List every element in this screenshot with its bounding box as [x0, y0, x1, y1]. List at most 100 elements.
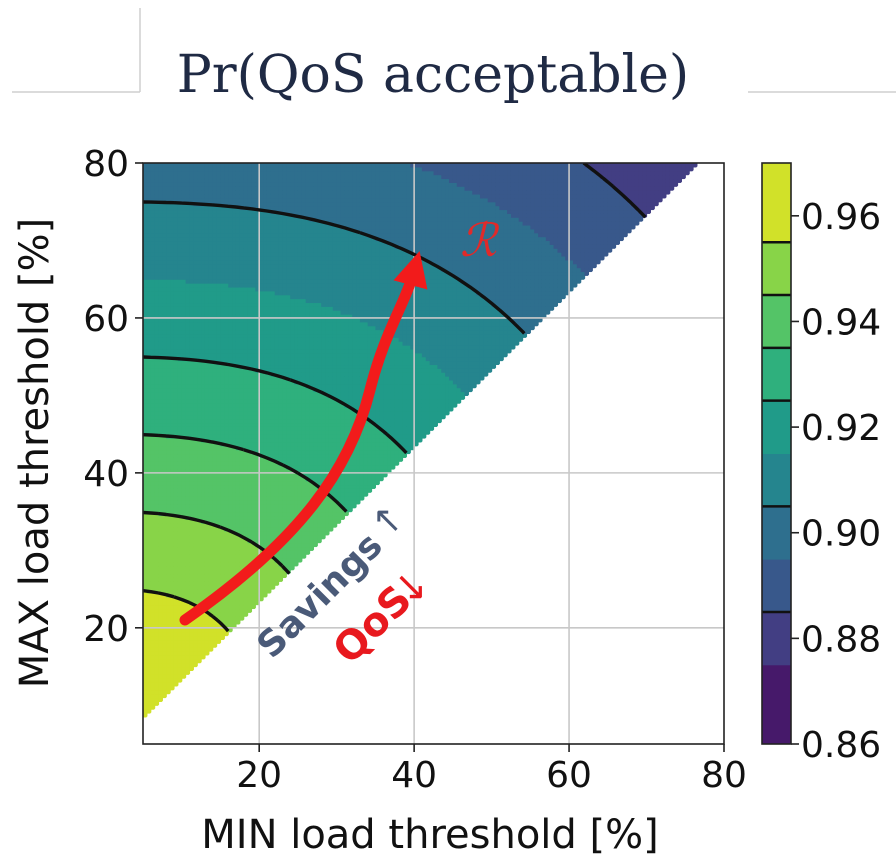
- contour-cell: [173, 651, 179, 656]
- contour-cell: [286, 461, 291, 466]
- contour-cell: [197, 174, 202, 180]
- contour-cell: [212, 511, 218, 517]
- contour-cell: [162, 414, 167, 420]
- contour-cell: [278, 217, 284, 222]
- contour-cell: [220, 209, 225, 214]
- contour-cell: [166, 678, 171, 683]
- contour-cell: [263, 197, 268, 203]
- contour-cell: [235, 395, 241, 400]
- contour-cell: [177, 275, 183, 280]
- contour-cell: [294, 407, 299, 412]
- contour-cell: [274, 395, 280, 400]
- contour-cell: [166, 503, 171, 509]
- contour-cell: [286, 453, 291, 458]
- contour-cell: [173, 441, 179, 447]
- contour-cell: [201, 527, 206, 532]
- contour-cell: [146, 554, 152, 559]
- contour-cell: [146, 592, 152, 598]
- contour-cell: [158, 306, 163, 311]
- contour-cell: [220, 368, 225, 373]
- contour-cell: [189, 662, 194, 668]
- contour-cell: [193, 329, 198, 335]
- contour-cell: [208, 414, 214, 420]
- contour-cell: [166, 410, 171, 416]
- contour-cell: [162, 248, 167, 253]
- contour-cell: [158, 236, 163, 242]
- contour-cell: [290, 205, 295, 211]
- contour-cell: [220, 604, 225, 610]
- contour-cell: [274, 565, 280, 571]
- contour-cell: [243, 499, 249, 505]
- contour-cell: [208, 399, 214, 404]
- contour-cell: [201, 616, 206, 621]
- contour-cell: [189, 434, 194, 439]
- contour-cell: [204, 577, 210, 582]
- contour-cell: [173, 298, 179, 304]
- contour-cell: [193, 600, 198, 606]
- contour-cell: [177, 391, 183, 396]
- contour-cell: [146, 561, 152, 567]
- contour-cell: [170, 193, 175, 199]
- contour-cell: [181, 360, 187, 366]
- contour-cell: [255, 410, 260, 416]
- contour-cell: [158, 631, 163, 637]
- contour-cell: [232, 414, 237, 420]
- contour-cell: [177, 182, 183, 187]
- contour-cell: [204, 581, 210, 586]
- contour-cell: [251, 472, 256, 478]
- contour-cell: [286, 519, 291, 524]
- contour-cell: [294, 422, 299, 427]
- contour-cell: [204, 565, 210, 571]
- contour-cell: [235, 499, 241, 505]
- contour-cell: [243, 496, 249, 501]
- contour-cell: [216, 205, 222, 211]
- contour-cell: [224, 391, 229, 396]
- contour-cell: [197, 499, 202, 505]
- contour-cell: [201, 387, 206, 393]
- contour-cell: [266, 441, 272, 447]
- contour-cell: [189, 658, 194, 664]
- contour-cell: [259, 364, 264, 369]
- contour-cell: [282, 267, 287, 273]
- contour-cell: [220, 302, 225, 307]
- contour-cell: [255, 364, 260, 369]
- contour-cell: [266, 228, 272, 234]
- contour-cell: [255, 581, 260, 586]
- contour-cell: [204, 472, 210, 478]
- contour-cell: [212, 345, 218, 350]
- contour-cell: [193, 488, 198, 493]
- contour-cell: [216, 376, 222, 381]
- contour-cell: [185, 240, 191, 245]
- contour-cell: [278, 186, 284, 191]
- contour-cell: [282, 182, 287, 187]
- contour-cell: [208, 174, 214, 180]
- contour-cell: [189, 213, 194, 218]
- contour-cell: [243, 174, 249, 180]
- contour-cell: [228, 550, 233, 555]
- contour-cell: [173, 379, 179, 385]
- contour-cell: [216, 193, 222, 199]
- contour-cell: [170, 387, 175, 393]
- contour-cell: [146, 558, 152, 563]
- contour-cell: [228, 627, 233, 633]
- contour-cell: [247, 232, 253, 238]
- contour-cell: [228, 302, 233, 307]
- contour-cell: [201, 228, 206, 234]
- contour-cell: [204, 170, 210, 176]
- contour-cell: [290, 325, 295, 331]
- contour-cell: [216, 345, 222, 350]
- contour-cell: [146, 345, 152, 350]
- contour-cell: [224, 565, 229, 571]
- contour-cell: [266, 283, 272, 288]
- contour-cell: [228, 569, 233, 575]
- contour-cell: [251, 302, 256, 307]
- contour-cell: [181, 263, 187, 269]
- contour-cell: [270, 193, 276, 199]
- contour-cell: [204, 589, 210, 594]
- contour-cell: [235, 213, 241, 218]
- contour-cell: [232, 325, 237, 331]
- contour-cell: [294, 434, 299, 439]
- contour-cell: [170, 255, 175, 261]
- contour-cell: [216, 581, 222, 586]
- contour-cell: [224, 383, 229, 389]
